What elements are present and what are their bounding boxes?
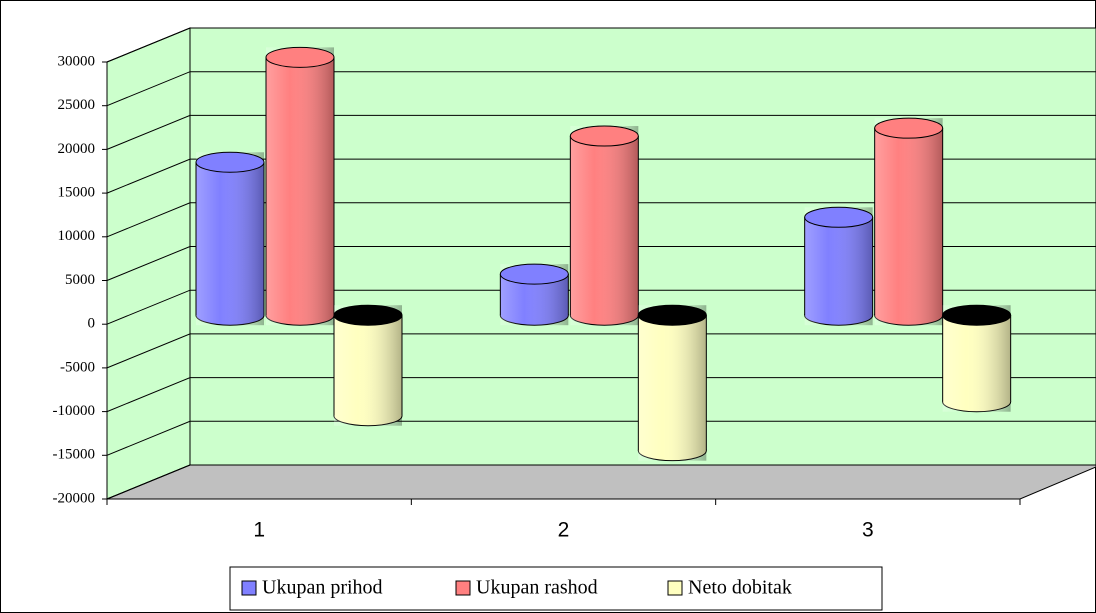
- grid-line: [106, 377, 1096, 413]
- bar-shade: [638, 305, 707, 461]
- y-tick-label: 30000: [58, 53, 96, 69]
- grid-line: [106, 289, 1096, 325]
- cylinder: [942, 304, 1012, 413]
- bars: [195, 46, 1012, 462]
- y-tick-label: -20000: [53, 490, 96, 506]
- legend-label: Neto dobitak: [688, 577, 792, 599]
- y-tick-label: 25000: [58, 97, 96, 113]
- cylinder: [195, 151, 265, 326]
- y-tick-label: -10000: [53, 403, 96, 419]
- cylinder-top: [874, 117, 944, 139]
- cylinder-top: [499, 263, 569, 285]
- cylinder-top: [637, 304, 707, 326]
- bar-shade: [570, 126, 639, 326]
- grid-line: [106, 71, 1096, 107]
- y-tick-label: 15000: [58, 185, 96, 201]
- grid-line: [106, 246, 1096, 281]
- y-tick-label: 0: [88, 316, 96, 332]
- grid-line: [106, 158, 1096, 194]
- cylinder: [804, 206, 874, 326]
- cylinder: [874, 117, 944, 326]
- y-tick-label: 20000: [58, 141, 96, 157]
- grid-line: [106, 333, 1096, 369]
- cylinder-top: [333, 304, 403, 326]
- cylinder-top: [942, 304, 1012, 326]
- grid-line: [106, 114, 1096, 150]
- cylinder-top: [569, 125, 639, 147]
- legend-label: Ukupan prihod: [262, 577, 383, 599]
- y-tick-label: 10000: [58, 228, 96, 244]
- cylinder: [265, 46, 335, 326]
- bar-shade: [196, 152, 264, 326]
- grid-line: [106, 464, 1096, 500]
- cylinder: [499, 263, 569, 326]
- cylinder-top: [195, 151, 265, 173]
- cylinder-top: [804, 206, 874, 228]
- cylinder: [333, 304, 403, 427]
- x-tick-label: 3: [862, 519, 874, 542]
- x-tick-label: 2: [558, 519, 570, 542]
- grid-line: [106, 202, 1096, 238]
- cylinder: [569, 125, 639, 326]
- legend-swatch: [241, 580, 257, 596]
- legend-label: Ukupan rashod: [476, 577, 598, 599]
- bar-shade: [874, 118, 943, 326]
- cylinder: [637, 304, 707, 462]
- legend-box: [229, 566, 883, 611]
- grid-line: [106, 27, 1096, 63]
- grid: [106, 27, 1096, 500]
- bar-shade: [266, 47, 334, 326]
- y-tick-label: 5000: [65, 272, 95, 288]
- y-tick-label: -15000: [53, 447, 96, 463]
- floor: [106, 464, 1096, 500]
- legend-swatch: [667, 580, 683, 596]
- legend-swatch: [455, 580, 471, 596]
- cylinder-top: [265, 46, 335, 68]
- legend: Ukupan prihod Ukupan rashod Neto dobitak: [241, 577, 792, 599]
- x-tick-label: 1: [253, 519, 265, 542]
- grid-line: [106, 420, 1096, 456]
- y-tick-label: -5000: [60, 359, 95, 375]
- axes: -20000 -15000 -10000 -5000 0 5000 10000 15000 20…: [53, 53, 1021, 542]
